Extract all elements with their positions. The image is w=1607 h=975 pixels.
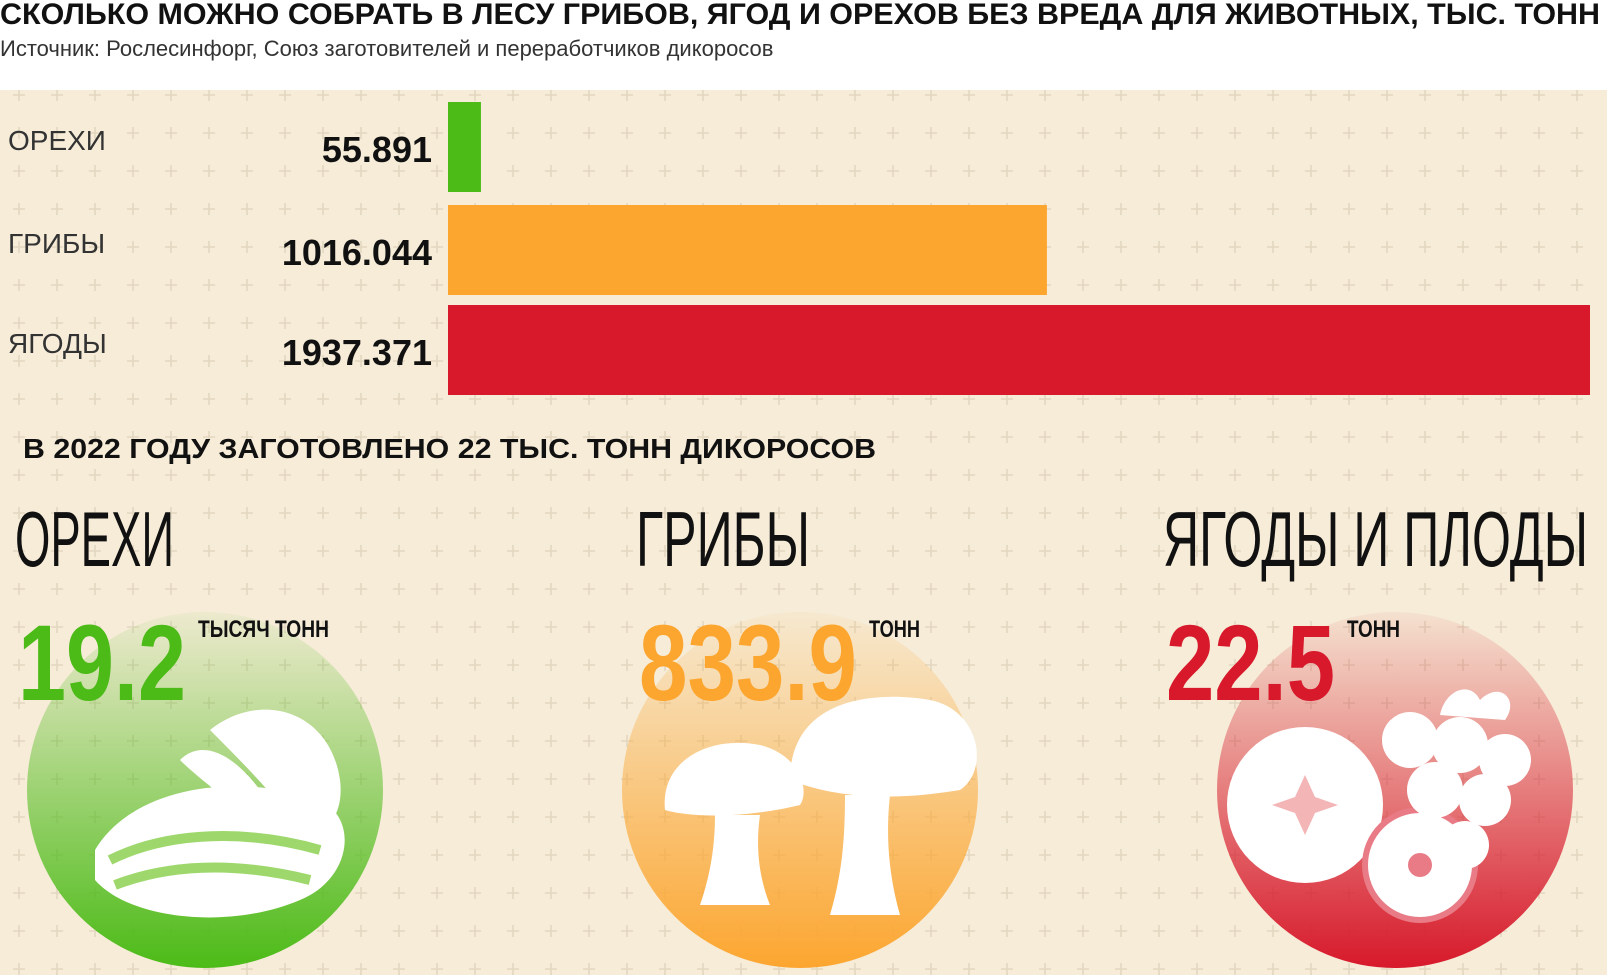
- chart-title: СКОЛЬКО МОЖНО СОБРАТЬ В ЛЕСУ ГРИБОВ, ЯГО…: [0, 0, 1600, 31]
- item-value: 22.5: [1166, 602, 1335, 723]
- bar: [448, 102, 481, 192]
- item-unit: ТОНН: [869, 616, 920, 643]
- bar: [448, 205, 1047, 295]
- category-label: ЯГОДЫ: [8, 328, 107, 359]
- berry-icon: [1227, 689, 1531, 923]
- category-label: ГРИБЫ: [8, 228, 105, 259]
- section-heading: В 2022 ГОДУ ЗАГОТОВЛЕНО 22 ТЫС. ТОНН ДИК…: [23, 433, 876, 464]
- item-name: ОРЕХИ: [15, 495, 174, 583]
- bars: ОРЕХИ 55.891 ГРИБЫ 1016.044 ЯГОДЫ 1937.371: [8, 102, 1590, 395]
- value-label: 1937.371: [282, 332, 432, 373]
- mushroom-icon: [664, 696, 977, 915]
- value-label: 1016.044: [282, 232, 432, 273]
- category-label: ОРЕХИ: [8, 125, 106, 156]
- item-name: ЯГОДЫ И ПЛОДЫ: [1163, 495, 1588, 583]
- item-value: 19.2: [18, 602, 186, 723]
- item-unit: ТОНН: [1347, 616, 1400, 643]
- nut-icon: [95, 709, 345, 918]
- item-value: 833.9: [639, 602, 857, 723]
- bar: [448, 305, 1590, 395]
- value-label: 55.891: [322, 129, 432, 170]
- item-name: ГРИБЫ: [636, 495, 810, 583]
- chart-subtitle: Источник: Рослесинфорг, Союз заготовител…: [0, 36, 773, 61]
- item-unit: ТЫСЯЧ ТОНН: [198, 616, 329, 643]
